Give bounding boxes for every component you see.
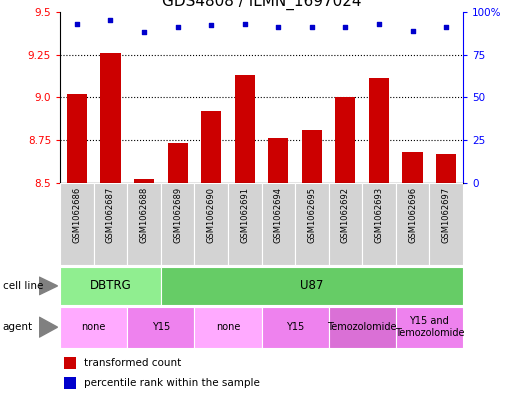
Point bbox=[274, 24, 282, 30]
Bar bbox=[302, 130, 322, 183]
Point bbox=[140, 29, 148, 35]
Point bbox=[308, 24, 316, 30]
Bar bbox=[228, 183, 262, 265]
Text: GSM1062693: GSM1062693 bbox=[374, 187, 383, 243]
Point bbox=[241, 20, 249, 27]
Bar bbox=[429, 183, 463, 265]
Point bbox=[207, 22, 215, 29]
Text: Temozolomide: Temozolomide bbox=[327, 322, 397, 332]
Bar bbox=[134, 179, 154, 183]
Text: Y15: Y15 bbox=[286, 322, 304, 332]
Point bbox=[73, 20, 81, 27]
Point bbox=[106, 17, 115, 24]
Polygon shape bbox=[39, 277, 58, 295]
Point bbox=[341, 24, 349, 30]
Point bbox=[442, 24, 450, 30]
Bar bbox=[335, 97, 356, 183]
Text: none: none bbox=[82, 322, 106, 332]
Text: GSM1062689: GSM1062689 bbox=[173, 187, 182, 243]
Bar bbox=[64, 376, 76, 389]
Text: transformed count: transformed count bbox=[84, 358, 181, 368]
Text: GSM1062695: GSM1062695 bbox=[308, 187, 316, 243]
Bar bbox=[127, 307, 195, 348]
Bar bbox=[396, 183, 429, 265]
Text: GSM1062686: GSM1062686 bbox=[72, 187, 82, 243]
Bar bbox=[403, 152, 423, 183]
Bar bbox=[396, 307, 463, 348]
Bar bbox=[268, 138, 288, 183]
Bar bbox=[328, 307, 396, 348]
Bar bbox=[436, 154, 456, 183]
Text: percentile rank within the sample: percentile rank within the sample bbox=[84, 378, 260, 387]
Bar bbox=[161, 183, 195, 265]
Bar bbox=[100, 53, 120, 183]
Bar bbox=[369, 79, 389, 183]
Text: none: none bbox=[216, 322, 240, 332]
Text: GSM1062690: GSM1062690 bbox=[207, 187, 215, 243]
Text: Y15 and
Temozolomide: Y15 and Temozolomide bbox=[394, 316, 464, 338]
Bar bbox=[195, 307, 262, 348]
Bar bbox=[295, 183, 328, 265]
Text: GSM1062691: GSM1062691 bbox=[240, 187, 249, 243]
Point bbox=[174, 24, 182, 30]
Title: GDS4808 / ILMN_1697024: GDS4808 / ILMN_1697024 bbox=[162, 0, 361, 11]
Bar bbox=[161, 267, 463, 305]
Text: GSM1062692: GSM1062692 bbox=[341, 187, 350, 243]
Bar bbox=[64, 357, 76, 369]
Bar bbox=[262, 183, 295, 265]
Bar bbox=[60, 307, 127, 348]
Text: DBTRG: DBTRG bbox=[89, 279, 131, 292]
Text: GSM1062694: GSM1062694 bbox=[274, 187, 283, 243]
Bar bbox=[60, 183, 94, 265]
Bar bbox=[328, 183, 362, 265]
Text: GSM1062697: GSM1062697 bbox=[441, 187, 451, 243]
Text: GSM1062687: GSM1062687 bbox=[106, 187, 115, 243]
Point bbox=[375, 20, 383, 27]
Bar bbox=[262, 307, 328, 348]
Polygon shape bbox=[39, 317, 58, 337]
Text: GSM1062696: GSM1062696 bbox=[408, 187, 417, 243]
Text: GSM1062688: GSM1062688 bbox=[140, 187, 149, 243]
Text: U87: U87 bbox=[300, 279, 324, 292]
Bar bbox=[60, 267, 161, 305]
Text: agent: agent bbox=[3, 322, 33, 332]
Bar bbox=[195, 183, 228, 265]
Point bbox=[408, 28, 417, 34]
Bar bbox=[67, 94, 87, 183]
Text: Y15: Y15 bbox=[152, 322, 170, 332]
Bar bbox=[167, 143, 188, 183]
Bar bbox=[235, 75, 255, 183]
Bar bbox=[94, 183, 127, 265]
Bar bbox=[127, 183, 161, 265]
Bar bbox=[201, 111, 221, 183]
Bar bbox=[362, 183, 396, 265]
Text: cell line: cell line bbox=[3, 281, 43, 291]
